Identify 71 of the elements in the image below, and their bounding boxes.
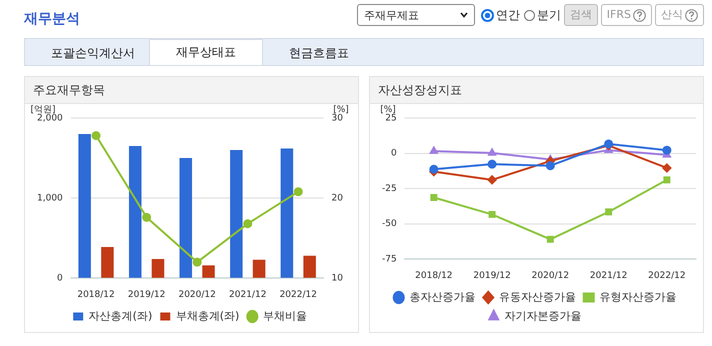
- bar: [152, 258, 164, 278]
- legend-label: 부채비율: [262, 309, 307, 322]
- point: [662, 146, 672, 155]
- text: 주재무제표: [356, 4, 475, 26]
- y-tick-label: -50: [382, 219, 397, 230]
- x-tick-label: 2018/12: [77, 290, 115, 300]
- point: [663, 176, 670, 184]
- point: [605, 208, 612, 216]
- text: 재무상태표: [149, 39, 263, 65]
- point: [192, 258, 202, 267]
- point: [488, 175, 497, 184]
- text: 재무분석: [24, 10, 80, 28]
- point: [488, 160, 497, 169]
- text: 분기: [536, 6, 561, 24]
- legend-label: 부채총계(좌): [176, 309, 240, 322]
- y2-tick-label: 20: [332, 193, 344, 204]
- y-axis-title: [%]: [380, 104, 396, 115]
- x-tick-label: 2022/12: [280, 290, 317, 300]
- chart-title: 주요재무항목: [25, 77, 358, 104]
- point: [488, 148, 496, 156]
- y-tick-label: 1,000: [37, 193, 64, 204]
- x-tick-label: 2019/12: [473, 270, 511, 281]
- y2-tick-label: 10: [332, 274, 344, 284]
- x-tick-label: 2022/12: [648, 270, 686, 281]
- x-tick-label: 2020/12: [178, 290, 216, 300]
- x-tick-label: 2021/12: [590, 270, 628, 281]
- y2-axis-title: [%]: [333, 104, 349, 115]
- legend-label: 자기자본증가율: [504, 309, 582, 322]
- point: [243, 219, 252, 228]
- bar: [280, 148, 294, 278]
- legend-label: 총자산증가율: [409, 290, 476, 304]
- point: [546, 236, 554, 243]
- text: 연간: [494, 6, 520, 24]
- point: [430, 146, 438, 154]
- y-tick-label: 2,000: [37, 113, 64, 124]
- point: [430, 194, 438, 201]
- y-tick-label: 0: [57, 274, 64, 284]
- legend-label: 유동자산증가율: [498, 290, 576, 304]
- bar: [101, 246, 114, 278]
- text: IFRS: [600, 4, 652, 26]
- bar: [202, 265, 215, 278]
- text: 현금흐름표: [288, 45, 350, 62]
- bar: [180, 158, 192, 278]
- point: [662, 163, 672, 172]
- legend-label: 자산총계(좌): [88, 309, 152, 322]
- chart-title: 자산성장성지표: [370, 77, 703, 104]
- point: [294, 187, 303, 196]
- y-tick-label: -25: [382, 184, 397, 194]
- y2-tick-label: 30: [332, 113, 344, 124]
- x-tick-label: 2021/12: [229, 290, 266, 300]
- bar: [303, 256, 316, 278]
- bar: [78, 134, 91, 278]
- point: [546, 161, 555, 170]
- x-tick-label: 2018/12: [415, 270, 453, 281]
- text: 포괄손익계산서: [50, 45, 136, 62]
- text: 검색: [564, 4, 598, 26]
- point: [142, 212, 152, 222]
- bar: [252, 260, 266, 278]
- legend-label: 유형자산증가율: [599, 290, 676, 304]
- x-tick-label: 2020/12: [532, 270, 570, 281]
- y-tick-label: 0: [390, 148, 397, 159]
- bar: [230, 150, 243, 278]
- point: [429, 164, 438, 174]
- y-tick-label: 25: [385, 113, 397, 124]
- bar: [128, 146, 142, 278]
- x-tick-label: 2019/12: [128, 290, 166, 300]
- y-axis-title: [억원]: [30, 104, 56, 115]
- point: [488, 210, 496, 218]
- point: [92, 131, 101, 140]
- y-tick-label: -75: [382, 254, 397, 265]
- text: 산식: [655, 4, 704, 26]
